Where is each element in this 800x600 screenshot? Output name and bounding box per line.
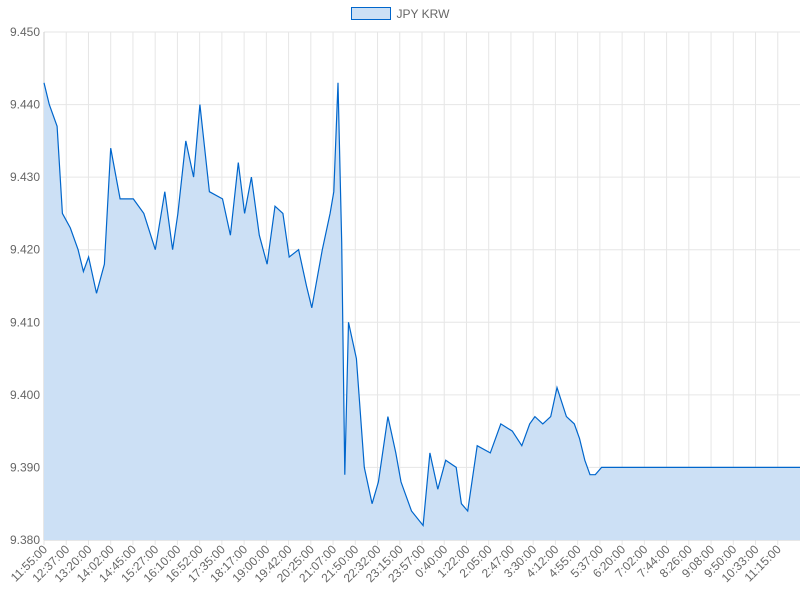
y-tick-label: 9.410	[10, 315, 40, 329]
chart-legend[interactable]: JPY KRW	[0, 7, 800, 21]
y-tick-label: 9.440	[10, 98, 40, 112]
x-axis-labels: 11:55:0012:37:0013:20:0014:02:0014:45:00…	[8, 542, 784, 585]
y-axis-labels: 9.450 9.440 9.430 9.420 9.410 9.400 9.390 9.380	[10, 25, 40, 547]
y-tick-label: 9.420	[10, 243, 40, 257]
y-tick-label: 9.400	[10, 388, 40, 402]
y-tick-label: 9.430	[10, 170, 40, 184]
series-line	[43, 82, 800, 528]
legend-swatch	[350, 7, 391, 20]
y-tick-label: 9.380	[10, 533, 40, 547]
y-tick-label: 9.390	[10, 460, 40, 474]
legend-label: JPY KRW	[396, 7, 450, 21]
area-fill	[44, 82, 800, 541]
y-tick-label: 9.450	[10, 25, 40, 39]
